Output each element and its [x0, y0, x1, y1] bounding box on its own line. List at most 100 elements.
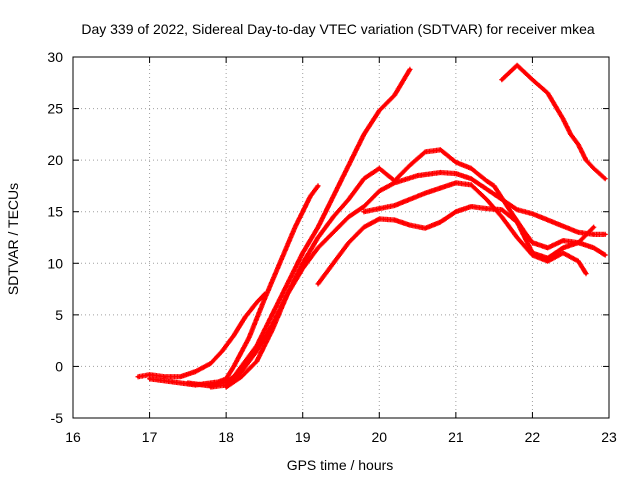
y-axis-label: SDTVAR / TECUs: [5, 183, 21, 295]
x-tick-label: 18: [218, 429, 234, 445]
data-point: [163, 375, 167, 379]
plot-frame: [72, 56, 610, 419]
data-point: [603, 177, 607, 181]
data-point: [439, 171, 443, 175]
data-point: [362, 225, 366, 229]
data-point: [592, 246, 596, 250]
y-tick-label: -5: [51, 410, 64, 426]
data-point: [408, 197, 412, 201]
data-point: [331, 215, 335, 219]
data-point: [546, 246, 550, 250]
data-point: [515, 236, 519, 239]
series-track-5: [223, 147, 608, 390]
data-point: [603, 232, 607, 236]
data-point: [561, 239, 565, 243]
data-point: [515, 220, 519, 224]
data-point: [454, 210, 458, 214]
axis-ticks: 16 17 18 19 20 21 22 23 -5 0 5 10 15 20 25 30: [47, 49, 617, 445]
data-point: [546, 256, 550, 260]
data-point: [408, 223, 412, 227]
data-point: [423, 191, 427, 195]
data-point: [316, 236, 320, 239]
y-tick-label: 20: [47, 152, 63, 168]
data-point: [362, 210, 366, 214]
data-point: [576, 241, 580, 245]
data-point: [393, 179, 397, 183]
data-point: [484, 187, 488, 191]
data-point: [530, 241, 534, 245]
y-tick-label: 5: [55, 307, 63, 323]
data-point: [500, 208, 504, 212]
data-point: [347, 241, 351, 245]
data-point: [492, 184, 496, 188]
data-point: [209, 361, 213, 365]
x-tick-label: 20: [371, 429, 387, 445]
data-point: [255, 349, 259, 353]
data-point: [331, 230, 335, 234]
data-point: [500, 215, 504, 219]
data-point: [308, 194, 312, 198]
data-point: [408, 163, 412, 167]
data-point: [247, 336, 251, 340]
data-point: [316, 225, 320, 229]
data-point: [262, 297, 266, 301]
data-point: [469, 166, 473, 170]
series-track-8: [499, 62, 608, 182]
x-axis-label: GPS time / hours: [287, 457, 394, 473]
data-point: [377, 109, 381, 113]
data-point: [439, 148, 443, 152]
data-point: [523, 70, 527, 74]
data-point: [362, 205, 366, 209]
data-point: [507, 70, 511, 74]
y-tick-label: 25: [47, 101, 63, 117]
data-point: [136, 375, 140, 379]
data-point: [239, 364, 243, 368]
data-point: [439, 186, 443, 190]
data-point: [439, 220, 443, 224]
data-point: [171, 380, 175, 384]
data-point: [255, 300, 259, 304]
data-point: [592, 166, 596, 170]
data-point: [331, 194, 335, 198]
data-point: [270, 313, 274, 317]
data-point: [178, 375, 182, 379]
y-tick-label: 0: [55, 358, 63, 374]
data-point: [469, 205, 473, 209]
chart-title: Day 339 of 2022, Sidereal Day-to-day VTE…: [81, 21, 594, 37]
data-point: [393, 93, 397, 97]
data-point: [576, 230, 580, 234]
data-point: [530, 78, 534, 82]
data-point: [546, 259, 550, 263]
data-point: [569, 132, 573, 136]
data-point: [148, 377, 152, 381]
data-point: [293, 225, 297, 229]
data-point: [530, 212, 534, 216]
data-point: [224, 385, 228, 389]
data-point: [454, 160, 458, 164]
data-point: [148, 373, 152, 377]
grid: [73, 57, 609, 418]
x-tick-label: 22: [525, 429, 541, 445]
data-point: [362, 177, 366, 181]
data-point: [507, 208, 511, 212]
data-point: [220, 349, 224, 353]
data-point: [484, 207, 488, 211]
data-point: [285, 292, 289, 296]
data-point: [584, 272, 588, 276]
x-tick-label: 19: [295, 429, 311, 445]
data-point: [416, 174, 420, 178]
data-point: [393, 218, 397, 222]
data-point: [377, 189, 381, 193]
data-point: [454, 181, 458, 185]
data-point: [454, 172, 458, 176]
data-point: [408, 67, 412, 71]
data-point: [603, 253, 607, 257]
data-point: [500, 78, 504, 82]
data-point: [347, 197, 351, 201]
data-point: [232, 364, 236, 368]
data-point: [285, 282, 289, 286]
data-point: [561, 246, 565, 250]
x-tick-label: 17: [142, 429, 158, 445]
